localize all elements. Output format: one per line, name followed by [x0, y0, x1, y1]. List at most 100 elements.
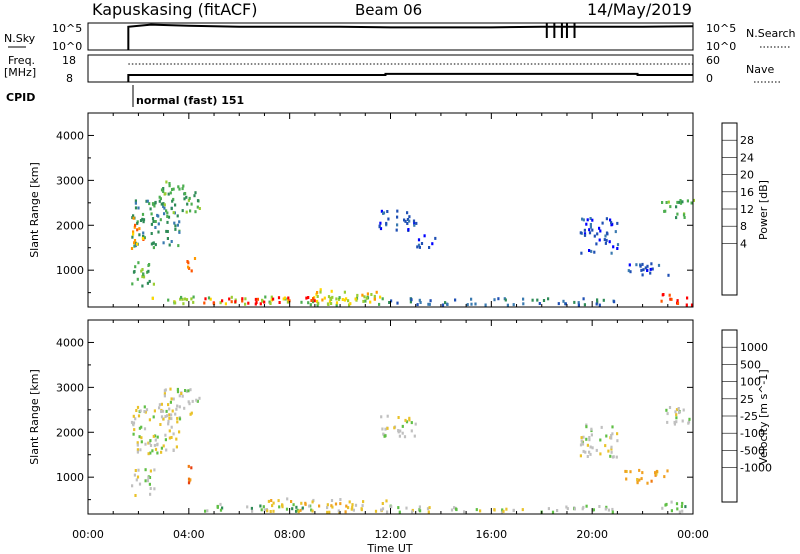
heatmap-cell: [157, 230, 160, 234]
heatmap-cell: [272, 501, 275, 505]
y-tick-label: 4000: [56, 129, 84, 142]
colorbar-tick-label: 20: [740, 169, 754, 182]
heatmap-cell: [189, 388, 192, 392]
heatmap-cell: [285, 507, 289, 511]
heatmap-cell: [356, 293, 359, 297]
heatmap-cell: [160, 202, 163, 206]
velocity-y-label: Slant Range [km]: [28, 369, 41, 465]
heatmap-cell: [134, 199, 137, 203]
heatmap-cell: [316, 295, 319, 298]
heatmap-cell: [345, 297, 348, 301]
heatmap-cell: [582, 435, 585, 439]
heatmap-cell: [159, 423, 162, 426]
heatmap-cell: [166, 211, 169, 215]
heatmap-cell: [397, 416, 400, 419]
heatmap-cell: [596, 232, 599, 236]
heatmap-cell: [381, 427, 384, 431]
heatmap-cell: [323, 296, 326, 300]
heatmap-cell: [610, 221, 613, 224]
heatmap-cell: [453, 506, 456, 510]
heatmap-cell: [149, 439, 152, 443]
heatmap-cell: [497, 297, 500, 301]
heatmap-cell: [140, 440, 143, 444]
heatmap-cell: [666, 469, 669, 473]
heatmap-cell: [172, 449, 175, 452]
heatmap-cell: [304, 501, 307, 505]
heatmap-cell: [330, 302, 333, 305]
heatmap-cell: [398, 510, 401, 514]
heatmap-cell: [161, 409, 165, 413]
heatmap-cell: [189, 209, 192, 213]
heatmap-cell: [166, 237, 169, 240]
heatmap-cell: [413, 223, 416, 227]
heatmap-cell: [263, 508, 266, 512]
heatmap-cell: [166, 230, 169, 233]
heatmap-cell: [168, 243, 171, 247]
freq-right-label: Nave: [746, 63, 774, 76]
heatmap-cell: [165, 209, 168, 213]
heatmap-cell: [184, 389, 187, 392]
heatmap-cell: [168, 184, 171, 188]
heatmap-cell: [167, 403, 170, 407]
heatmap-cell: [610, 436, 613, 440]
heatmap-cell: [164, 415, 167, 418]
heatmap-cell: [287, 296, 290, 300]
sky-right-tick-bottom: 10^0: [706, 40, 736, 53]
heatmap-cell: [255, 301, 258, 304]
heatmap-cell: [625, 477, 628, 481]
heatmap-cell: [654, 471, 657, 475]
heatmap-cell: [134, 469, 137, 472]
heatmap-cell: [380, 209, 383, 213]
heatmap-cell: [149, 492, 152, 496]
heatmap-cell: [206, 509, 209, 513]
heatmap-cell: [582, 218, 585, 222]
heatmap-cell: [396, 223, 399, 227]
freq-panel-frame: [87, 54, 694, 83]
sky-panel-frame: [87, 22, 694, 51]
heatmap-cell: [638, 478, 641, 482]
heatmap-cell: [170, 413, 173, 417]
heatmap-cell: [379, 295, 382, 299]
heatmap-cell: [247, 301, 250, 305]
heatmap-cell: [345, 504, 348, 508]
heatmap-cell: [591, 218, 594, 222]
heatmap-cell: [384, 434, 387, 438]
heatmap-cell: [187, 389, 190, 393]
heatmap-cell: [586, 443, 589, 447]
heatmap-cell: [380, 508, 383, 512]
heatmap-cell: [603, 238, 606, 242]
heatmap-cell: [586, 218, 589, 222]
heatmap-cell: [580, 251, 583, 255]
heatmap-cell: [132, 432, 135, 436]
heatmap-cell: [167, 298, 170, 302]
station-title: Kapuskasing (fitACF): [92, 0, 257, 19]
heatmap-cell: [362, 500, 365, 504]
heatmap-cell: [234, 298, 237, 302]
heatmap-cell: [172, 197, 175, 201]
heatmap-cell: [176, 390, 180, 394]
heatmap-cell: [316, 291, 319, 294]
heatmap-cell: [136, 220, 139, 224]
heatmap-cell: [683, 216, 686, 219]
heatmap-cell: [547, 297, 550, 301]
heatmap-cell: [165, 229, 168, 233]
heatmap-cell: [164, 438, 167, 442]
heatmap-cell: [328, 510, 331, 514]
heatmap-cell: [573, 507, 576, 511]
heatmap-cell: [661, 293, 664, 297]
heatmap-cell: [189, 412, 192, 416]
heatmap-cell: [142, 234, 145, 238]
heatmap-cell: [386, 426, 389, 430]
heatmap-cell: [599, 438, 602, 442]
heatmap-cell: [687, 421, 690, 425]
colorbar-tick-label: -1000: [740, 462, 772, 475]
heatmap-cell: [162, 417, 165, 421]
heatmap-cell: [350, 507, 353, 511]
heatmap-cell: [141, 217, 144, 221]
heatmap-cell: [669, 205, 672, 209]
heatmap-cell: [611, 510, 614, 514]
heatmap-cell: [307, 301, 310, 305]
heatmap-cell: [604, 444, 607, 448]
heatmap-cell: [182, 184, 185, 188]
heatmap-cell: [379, 227, 383, 231]
